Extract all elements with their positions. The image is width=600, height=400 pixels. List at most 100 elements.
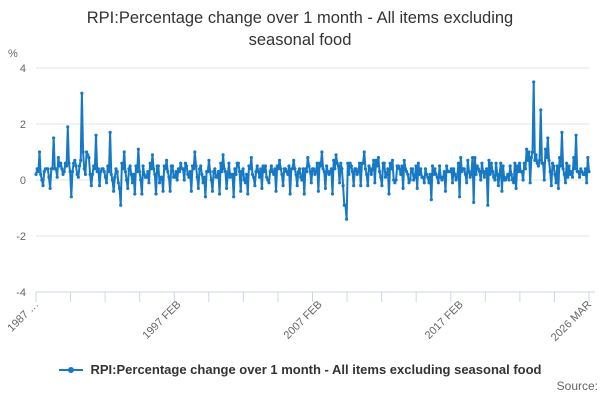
series-point [37, 150, 42, 154]
series-point [66, 125, 70, 129]
series-point [233, 167, 237, 171]
series-point [325, 164, 329, 168]
series-point [332, 158, 336, 162]
series-point [393, 181, 397, 185]
series-point [69, 195, 73, 199]
series-point [441, 175, 445, 179]
series-point [586, 156, 590, 160]
y-axis-label: 0 [20, 175, 26, 187]
y-axis-label: -4 [16, 287, 26, 299]
series-point [335, 161, 339, 165]
series-point [125, 178, 129, 182]
series-point [559, 164, 563, 168]
series-point [297, 167, 302, 171]
series-point [168, 189, 172, 193]
series-point [82, 167, 86, 171]
chart-title: RPI:Percentage change over 1 month - All… [0, 7, 600, 51]
series-point [309, 181, 313, 185]
series-point [288, 192, 292, 196]
series-point [555, 164, 559, 168]
series-point [59, 161, 63, 165]
series-point [97, 184, 102, 188]
series-point [245, 172, 249, 176]
series-point [449, 167, 453, 171]
series-point [515, 164, 519, 168]
y-axis-label: -2 [16, 231, 26, 243]
series-point [361, 161, 365, 165]
series-point [308, 170, 312, 174]
series-point [274, 189, 278, 193]
series-point [442, 170, 446, 174]
series-point [50, 167, 55, 171]
series-point [296, 170, 300, 174]
series-point [217, 192, 222, 196]
series-point [472, 200, 476, 204]
series-point [522, 161, 526, 165]
series-point [376, 156, 380, 160]
chart-title-line2: seasonal food [248, 31, 352, 49]
series-point [553, 172, 557, 176]
series-point [421, 175, 425, 179]
series-point [61, 172, 65, 176]
series-point [370, 167, 375, 171]
series-point [173, 175, 177, 179]
series-point [426, 175, 430, 179]
series-point [501, 164, 505, 168]
series-point [83, 172, 88, 176]
series-point [416, 161, 420, 165]
series-point [80, 91, 84, 95]
series-point [520, 170, 524, 174]
series-point [177, 170, 182, 174]
series-point [261, 164, 265, 168]
series-point [222, 167, 226, 171]
series-point [509, 172, 513, 176]
series-point [450, 181, 455, 185]
legend-item[interactable]: RPI:Percentage change over 1 month - All… [58, 362, 542, 377]
series-point [227, 161, 231, 165]
series-point [272, 172, 276, 176]
series-point [200, 172, 204, 176]
series-point [372, 158, 376, 162]
series-point [452, 167, 456, 171]
series-point [345, 217, 349, 221]
series-point [341, 184, 345, 188]
series-point [56, 156, 60, 160]
series-point [327, 172, 331, 176]
series-point [73, 158, 77, 162]
series-point [350, 170, 355, 174]
series-point [349, 164, 353, 168]
series-point [339, 161, 343, 165]
series-point [106, 164, 110, 168]
series-point [569, 170, 573, 174]
series-point [75, 172, 79, 176]
series-point [422, 181, 426, 185]
series-point [303, 167, 308, 171]
series-point [369, 172, 373, 176]
series-point [86, 153, 90, 157]
series-point [462, 167, 466, 171]
series-point [39, 172, 43, 176]
series-point [77, 164, 82, 168]
series-point [465, 181, 469, 185]
series-point [580, 170, 584, 174]
series-point [237, 170, 242, 174]
series-point [152, 167, 156, 171]
series-point [562, 172, 566, 176]
series-point [326, 170, 330, 174]
series-point [215, 175, 219, 179]
series-point [40, 178, 44, 182]
series-point [380, 184, 384, 188]
series-point [570, 175, 575, 179]
series-point [374, 158, 378, 162]
series-point [273, 167, 277, 171]
series-point [228, 175, 232, 179]
series-point [541, 161, 545, 165]
series-point [333, 167, 337, 171]
series-point [232, 195, 236, 199]
series-point [209, 178, 213, 182]
series-point [463, 172, 468, 176]
series-point [566, 175, 570, 179]
series-point [257, 175, 262, 179]
series-point [455, 175, 459, 179]
